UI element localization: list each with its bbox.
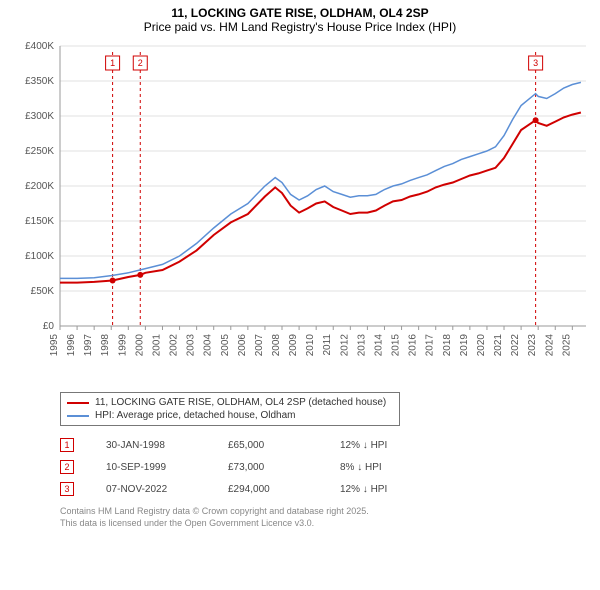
legend-swatch bbox=[67, 415, 89, 417]
svg-text:2024: 2024 bbox=[544, 334, 555, 357]
svg-text:£0: £0 bbox=[43, 321, 55, 332]
legend-row: 11, LOCKING GATE RISE, OLDHAM, OL4 2SP (… bbox=[67, 396, 393, 409]
event-delta: 8% ↓ HPI bbox=[340, 462, 420, 473]
svg-text:1998: 1998 bbox=[100, 334, 111, 357]
svg-text:2014: 2014 bbox=[373, 334, 384, 357]
svg-text:2000: 2000 bbox=[134, 334, 145, 357]
svg-text:2004: 2004 bbox=[203, 334, 214, 357]
legend-label: HPI: Average price, detached house, Oldh… bbox=[95, 410, 296, 421]
event-marker-box: 3 bbox=[60, 482, 74, 496]
svg-text:2006: 2006 bbox=[237, 334, 248, 357]
svg-text:£200K: £200K bbox=[25, 181, 54, 192]
event-marker-box: 1 bbox=[60, 438, 74, 452]
legend-swatch bbox=[67, 402, 89, 404]
svg-text:2012: 2012 bbox=[339, 334, 350, 357]
footnote-line2: This data is licensed under the Open Gov… bbox=[60, 518, 592, 530]
event-price: £65,000 bbox=[228, 440, 308, 451]
svg-text:1999: 1999 bbox=[117, 334, 128, 357]
svg-text:1997: 1997 bbox=[83, 334, 94, 357]
svg-text:2019: 2019 bbox=[459, 334, 470, 357]
svg-text:2001: 2001 bbox=[151, 334, 162, 357]
svg-text:£150K: £150K bbox=[25, 216, 54, 227]
svg-text:2017: 2017 bbox=[425, 334, 436, 357]
footnote-line1: Contains HM Land Registry data © Crown c… bbox=[60, 506, 592, 518]
legend-label: 11, LOCKING GATE RISE, OLDHAM, OL4 2SP (… bbox=[95, 397, 386, 408]
svg-text:2020: 2020 bbox=[476, 334, 487, 357]
line-chart-svg: £0 £50K £100K £150K £200K £250K £300K £350K £400… bbox=[8, 38, 592, 388]
svg-text:2023: 2023 bbox=[527, 334, 538, 357]
legend: 11, LOCKING GATE RISE, OLDHAM, OL4 2SP (… bbox=[60, 392, 400, 426]
footnote: Contains HM Land Registry data © Crown c… bbox=[60, 506, 592, 529]
event-date: 10-SEP-1999 bbox=[106, 462, 196, 473]
event-date: 07-NOV-2022 bbox=[106, 484, 196, 495]
svg-text:2010: 2010 bbox=[305, 334, 316, 357]
svg-text:2018: 2018 bbox=[442, 334, 453, 357]
svg-text:1995: 1995 bbox=[49, 334, 60, 357]
event-row: 1 30-JAN-1998 £65,000 12% ↓ HPI bbox=[60, 434, 592, 456]
event-box-label-3: 3 bbox=[533, 58, 538, 68]
svg-text:1996: 1996 bbox=[66, 334, 77, 357]
svg-text:2022: 2022 bbox=[510, 334, 521, 357]
svg-text:2013: 2013 bbox=[356, 334, 367, 357]
svg-text:2015: 2015 bbox=[391, 334, 402, 357]
title-block: 11, LOCKING GATE RISE, OLDHAM, OL4 2SP P… bbox=[8, 6, 592, 34]
svg-text:2009: 2009 bbox=[288, 334, 299, 357]
event-price: £294,000 bbox=[228, 484, 308, 495]
title-sub: Price paid vs. HM Land Registry's House … bbox=[8, 20, 592, 34]
event-marker-box: 2 bbox=[60, 460, 74, 474]
svg-text:£50K: £50K bbox=[31, 286, 55, 297]
event-date: 30-JAN-1998 bbox=[106, 440, 196, 451]
svg-text:2008: 2008 bbox=[271, 334, 282, 357]
legend-row: HPI: Average price, detached house, Oldh… bbox=[67, 409, 393, 422]
event-box-label-1: 1 bbox=[110, 58, 115, 68]
svg-text:£400K: £400K bbox=[25, 41, 54, 52]
svg-text:2002: 2002 bbox=[169, 334, 180, 357]
event-box-label-2: 2 bbox=[138, 58, 143, 68]
svg-text:2005: 2005 bbox=[220, 334, 231, 357]
event-price: £73,000 bbox=[228, 462, 308, 473]
svg-text:2021: 2021 bbox=[493, 334, 504, 357]
event-dot-3 bbox=[533, 117, 539, 123]
event-dot-1 bbox=[110, 278, 116, 284]
svg-text:£350K: £350K bbox=[25, 76, 54, 87]
chart-container: 11, LOCKING GATE RISE, OLDHAM, OL4 2SP P… bbox=[0, 0, 600, 535]
svg-text:£100K: £100K bbox=[25, 251, 54, 262]
event-delta: 12% ↓ HPI bbox=[340, 440, 420, 451]
svg-text:2007: 2007 bbox=[254, 334, 265, 357]
svg-text:2025: 2025 bbox=[561, 334, 572, 357]
event-dot-2 bbox=[137, 272, 143, 278]
event-delta: 12% ↓ HPI bbox=[340, 484, 420, 495]
event-row: 3 07-NOV-2022 £294,000 12% ↓ HPI bbox=[60, 478, 592, 500]
svg-text:2011: 2011 bbox=[322, 334, 333, 356]
svg-text:£300K: £300K bbox=[25, 111, 54, 122]
event-row: 2 10-SEP-1999 £73,000 8% ↓ HPI bbox=[60, 456, 592, 478]
svg-text:£250K: £250K bbox=[25, 146, 54, 157]
svg-text:2003: 2003 bbox=[186, 334, 197, 357]
title-main: 11, LOCKING GATE RISE, OLDHAM, OL4 2SP bbox=[8, 6, 592, 20]
svg-text:2016: 2016 bbox=[408, 334, 419, 357]
chart-area: £0 £50K £100K £150K £200K £250K £300K £350K £400… bbox=[8, 38, 592, 388]
event-table: 1 30-JAN-1998 £65,000 12% ↓ HPI 2 10-SEP-1999… bbox=[60, 434, 592, 500]
